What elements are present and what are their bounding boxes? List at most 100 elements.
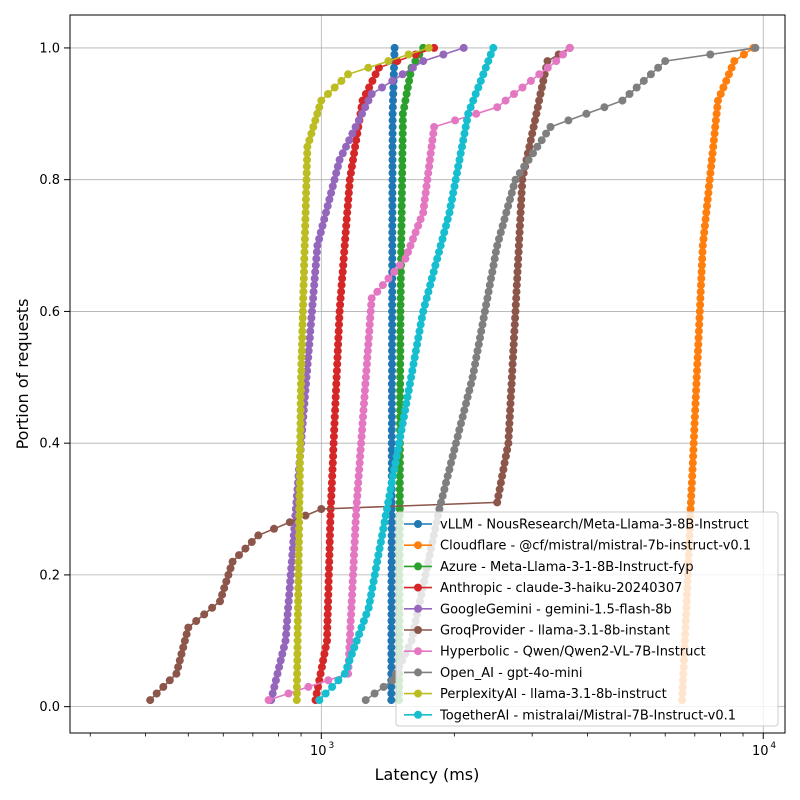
data-point [349,564,358,573]
data-point [285,590,294,599]
data-point [339,261,348,270]
data-point [284,597,293,606]
data-point [710,129,719,138]
data-point [476,76,485,85]
data-point [436,241,445,250]
data-point [348,577,357,586]
data-point [351,531,359,540]
data-point [409,235,417,243]
data-point [294,570,303,579]
data-point [312,248,321,257]
data-point [357,439,366,448]
data-point [152,689,161,698]
data-point [302,188,311,197]
data-point [292,696,301,705]
data-point [294,603,302,612]
data-point [390,43,399,52]
data-point [295,505,304,513]
data-point [334,340,343,349]
data-point [364,63,373,72]
data-point [404,248,412,257]
data-point [241,544,250,553]
data-point [697,267,706,276]
data-point [330,412,339,421]
data-point [295,498,304,507]
data-point [654,63,663,72]
data-point [304,682,313,691]
data-point [500,215,509,224]
data-point [398,419,407,428]
legend-item: vLLM - NousResearch/Meta-Llama-3-8B-Inst… [404,518,749,533]
data-point [296,386,305,395]
data-point [388,215,397,224]
data-point [515,169,524,178]
data-point [427,142,436,151]
data-point [529,123,538,131]
data-point [293,617,302,625]
data-point [366,307,375,316]
data-point [347,610,356,619]
data-point [421,188,430,197]
data-point [693,360,702,369]
data-point [388,142,397,151]
data-point [398,162,407,171]
data-point [340,669,349,678]
data-point [387,386,396,395]
data-point [697,281,705,290]
data-point [535,96,544,105]
data-point [499,465,508,474]
data-point [317,505,326,513]
data-point [342,221,351,230]
data-point [295,465,304,474]
data-point [395,472,404,481]
data-point [507,188,516,197]
x-tick-exponent: 4 [770,741,776,751]
data-point [356,445,365,454]
data-point [378,83,386,92]
data-point [388,116,397,125]
data-point [501,452,510,461]
data-point [452,439,460,448]
data-point [335,320,343,329]
data-point [493,498,502,507]
data-point [302,182,311,191]
data-point [347,603,356,612]
legend-item: Cloudflare - @cf/mistral/mistral-7b-inst… [404,539,751,554]
data-point [396,340,405,349]
data-point [438,491,447,500]
data-point [390,63,398,72]
data-point [364,96,373,105]
data-point [331,406,340,415]
data-point [413,340,422,349]
data-point [401,406,410,415]
data-point [455,155,464,164]
data-point [450,445,459,454]
data-point [337,281,346,290]
data-point [309,287,318,296]
data-point [301,221,310,230]
data-point [372,564,380,573]
data-point [388,360,396,369]
data-point [379,524,388,533]
data-point [420,300,429,309]
data-point [333,162,342,171]
data-point [303,366,312,375]
data-point [172,669,181,678]
data-point [468,373,477,382]
data-point [625,90,634,98]
data-point [298,340,306,349]
data-point [325,538,334,546]
data-point [458,142,466,151]
data-point [367,294,376,303]
data-point [387,630,396,639]
data-point [305,136,314,145]
data-point [462,399,470,408]
data-point [343,208,352,217]
data-point [387,432,396,441]
data-point [395,491,404,500]
data-point [407,373,416,382]
data-point [288,551,297,560]
data-point [697,261,706,270]
data-point [518,182,526,191]
data-point [387,564,396,573]
